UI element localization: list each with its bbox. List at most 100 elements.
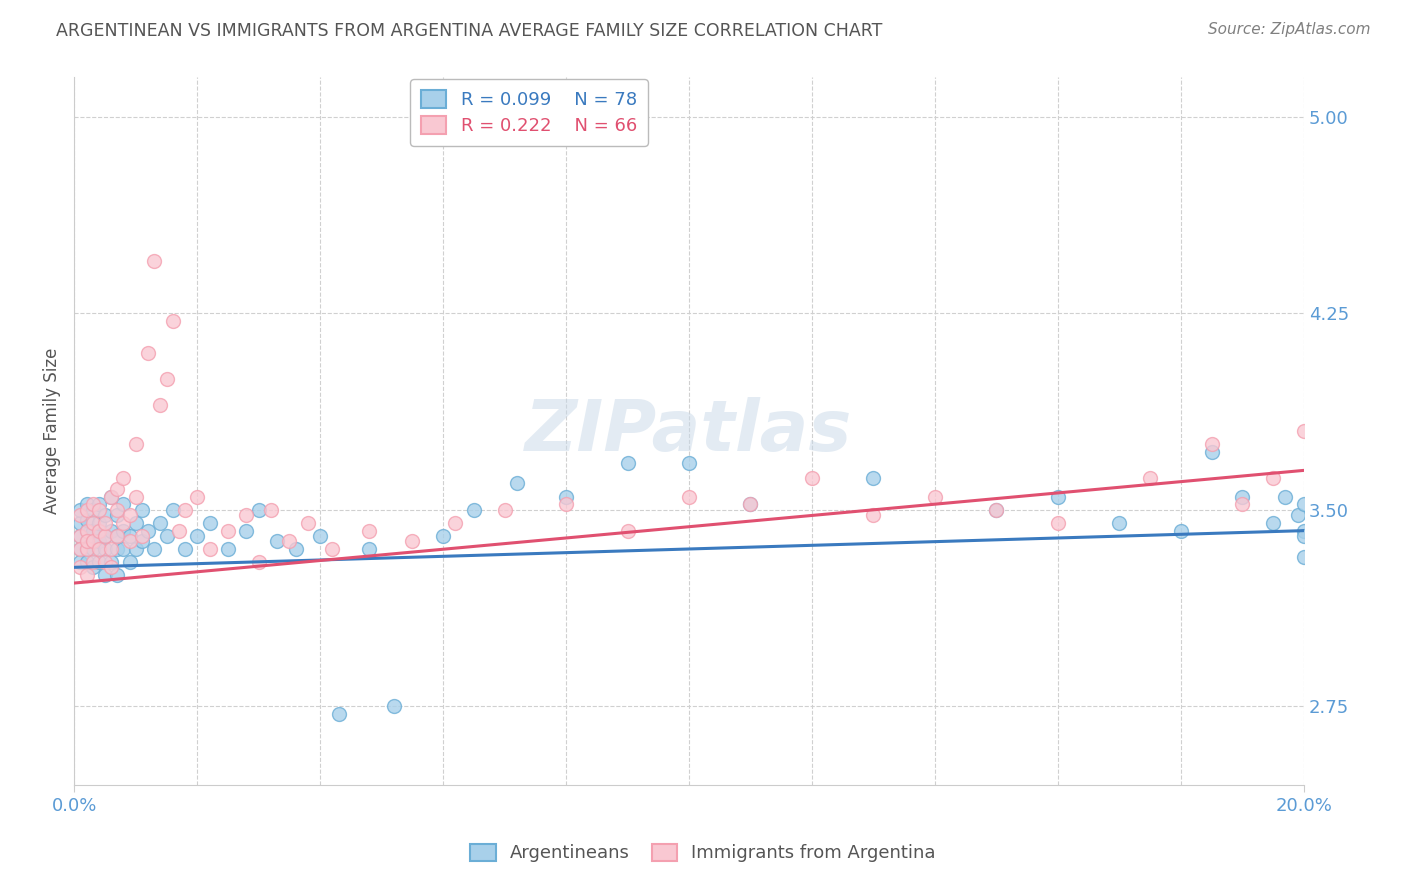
Point [82,555,104,569]
Point [862,508,884,522]
Point [100,524,122,538]
Point [1232,498,1254,512]
Point [69,502,91,516]
Point [69,529,91,543]
Point [1232,490,1254,504]
Point [800,471,823,485]
Point [186,529,208,543]
Point [69,516,91,530]
Point [260,502,283,516]
Point [105,508,128,522]
Point [105,568,128,582]
Point [100,560,122,574]
Point [1292,529,1315,543]
Point [678,490,700,504]
Point [112,524,135,538]
Point [69,529,91,543]
Point [616,524,638,538]
Point [87,555,110,569]
Point [105,541,128,556]
Point [82,529,104,543]
Point [94,529,117,543]
Point [112,516,135,530]
Point [309,529,332,543]
Point [94,516,117,530]
Point [155,529,177,543]
Point [82,541,104,556]
Point [136,524,159,538]
Point [112,471,135,485]
Point [740,498,762,512]
Point [87,498,110,512]
Point [432,529,454,543]
Point [1286,508,1309,522]
Point [118,555,141,569]
Point [1292,524,1315,538]
Point [94,529,117,543]
Point [69,555,91,569]
Point [87,534,110,549]
Point [118,529,141,543]
Point [100,490,122,504]
Point [297,516,319,530]
Point [76,534,98,549]
Point [1292,498,1315,512]
Point [87,516,110,530]
Point [1292,424,1315,438]
Point [616,456,638,470]
Point [94,555,117,569]
Point [247,555,270,569]
Point [321,541,343,556]
Point [1201,437,1223,451]
Point [162,502,184,516]
Point [76,541,98,556]
Point [247,502,270,516]
Point [76,555,98,569]
Point [506,476,529,491]
Point [555,490,578,504]
Point [1274,490,1296,504]
Point [82,534,104,549]
Text: ZIPatlas: ZIPatlas [526,397,852,466]
Point [359,541,381,556]
Point [69,541,91,556]
Point [924,490,946,504]
Point [463,502,485,516]
Point [1046,516,1069,530]
Point [87,541,110,556]
Point [678,456,700,470]
Point [235,524,257,538]
Point [1261,516,1284,530]
Point [76,498,98,512]
Point [76,502,98,516]
Point [100,541,122,556]
Point [82,502,104,516]
Point [125,541,148,556]
Point [198,516,221,530]
Point [82,524,104,538]
Point [149,398,172,412]
Point [740,498,762,512]
Point [100,490,122,504]
Text: ARGENTINEAN VS IMMIGRANTS FROM ARGENTINA AVERAGE FAMILY SIZE CORRELATION CHART: ARGENTINEAN VS IMMIGRANTS FROM ARGENTINA… [56,22,883,40]
Point [174,541,197,556]
Point [76,568,98,582]
Point [82,498,104,512]
Point [1261,471,1284,485]
Point [149,516,172,530]
Point [986,502,1008,516]
Point [94,508,117,522]
Point [76,513,98,527]
Point [69,508,91,522]
Point [131,534,153,549]
Point [174,502,197,516]
Point [131,529,153,543]
Point [278,534,301,549]
Point [162,314,184,328]
Point [136,345,159,359]
Point [69,560,91,574]
Point [186,490,208,504]
Point [217,541,239,556]
Point [382,699,405,714]
Text: Source: ZipAtlas.com: Source: ZipAtlas.com [1208,22,1371,37]
